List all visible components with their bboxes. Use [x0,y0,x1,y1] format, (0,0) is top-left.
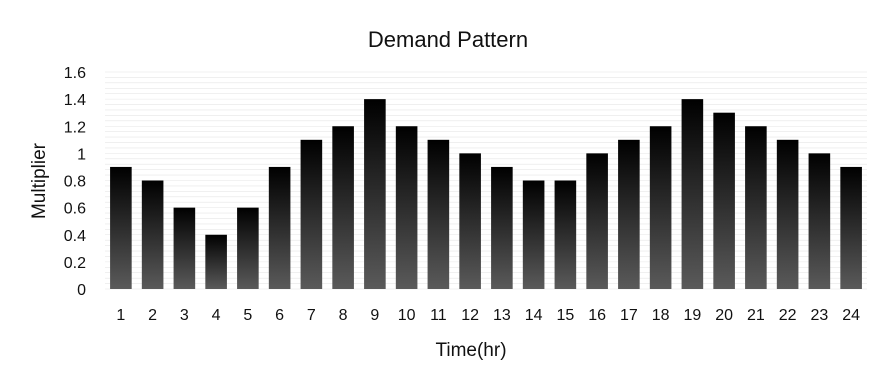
bar [840,166,862,289]
bar [173,207,196,289]
bar [300,139,323,289]
bar [427,139,450,289]
x-tick-label: 15 [556,307,574,324]
x-tick-label: 4 [212,307,221,324]
bar [110,166,132,289]
bars [110,99,862,289]
bar [522,180,545,289]
bar [141,180,164,289]
chart-title: Demand Pattern [368,27,528,52]
bar [332,126,354,289]
bar [713,112,735,289]
x-tick-label: 23 [810,307,828,324]
x-tick-label: 7 [307,307,316,324]
x-tick-label: 11 [430,307,447,324]
x-tick-label: 9 [370,307,379,324]
x-tick-label: 10 [398,307,416,324]
x-tick-label: 2 [148,307,157,324]
y-axis-ticks: 0 0.2 0.4 0.6 0.8 1 1.2 1.4 1.6 [64,65,86,299]
x-tick-label: 22 [779,307,797,324]
y-tick-label: 0.8 [64,174,86,191]
x-tick-label: 13 [493,307,511,324]
x-tick-label: 8 [339,307,348,324]
gridlines [105,71,867,290]
x-tick-label: 20 [715,307,733,324]
y-tick-label: 1 [77,146,86,163]
y-tick-label: 1.6 [64,65,86,82]
x-tick-label: 3 [180,307,189,324]
y-tick-label: 0.4 [64,228,86,245]
bar [649,126,672,289]
x-tick-label: 24 [842,307,860,324]
y-tick-label: 0.6 [64,201,86,218]
x-tick-label: 5 [243,307,252,324]
bar [237,207,259,289]
x-axis-label: Time(hr) [435,340,506,361]
x-tick-label: 12 [461,307,479,324]
bar [491,166,513,289]
bar [586,153,608,289]
x-tick-label: 18 [652,307,670,324]
x-tick-label: 6 [275,307,284,324]
bar [808,153,831,289]
x-axis-ticks: 1 2 3 4 5 6 7 8 9 10 11 12 13 14 15 16 17 18 19 20 21 22 23 24 [116,307,860,324]
bar [776,139,799,289]
x-tick-label: 19 [683,307,701,324]
bar [554,180,577,289]
x-tick-label: 16 [588,307,606,324]
x-tick-label: 14 [525,307,543,324]
bar [268,166,291,289]
x-tick-label: 1 [116,307,125,324]
y-tick-label: 1.4 [64,92,86,109]
bar [459,153,481,289]
y-tick-label: 0.2 [64,255,86,272]
bar [681,99,704,289]
y-tick-label: 1.2 [64,119,86,136]
bar [205,234,227,289]
bar [364,99,386,289]
x-tick-label: 17 [620,307,638,324]
y-tick-label: 0 [77,282,86,299]
x-tick-label: 21 [747,307,765,324]
bar [618,139,640,289]
bar [395,126,418,289]
y-axis-label: Multiplier [29,142,50,219]
bar [745,126,767,289]
